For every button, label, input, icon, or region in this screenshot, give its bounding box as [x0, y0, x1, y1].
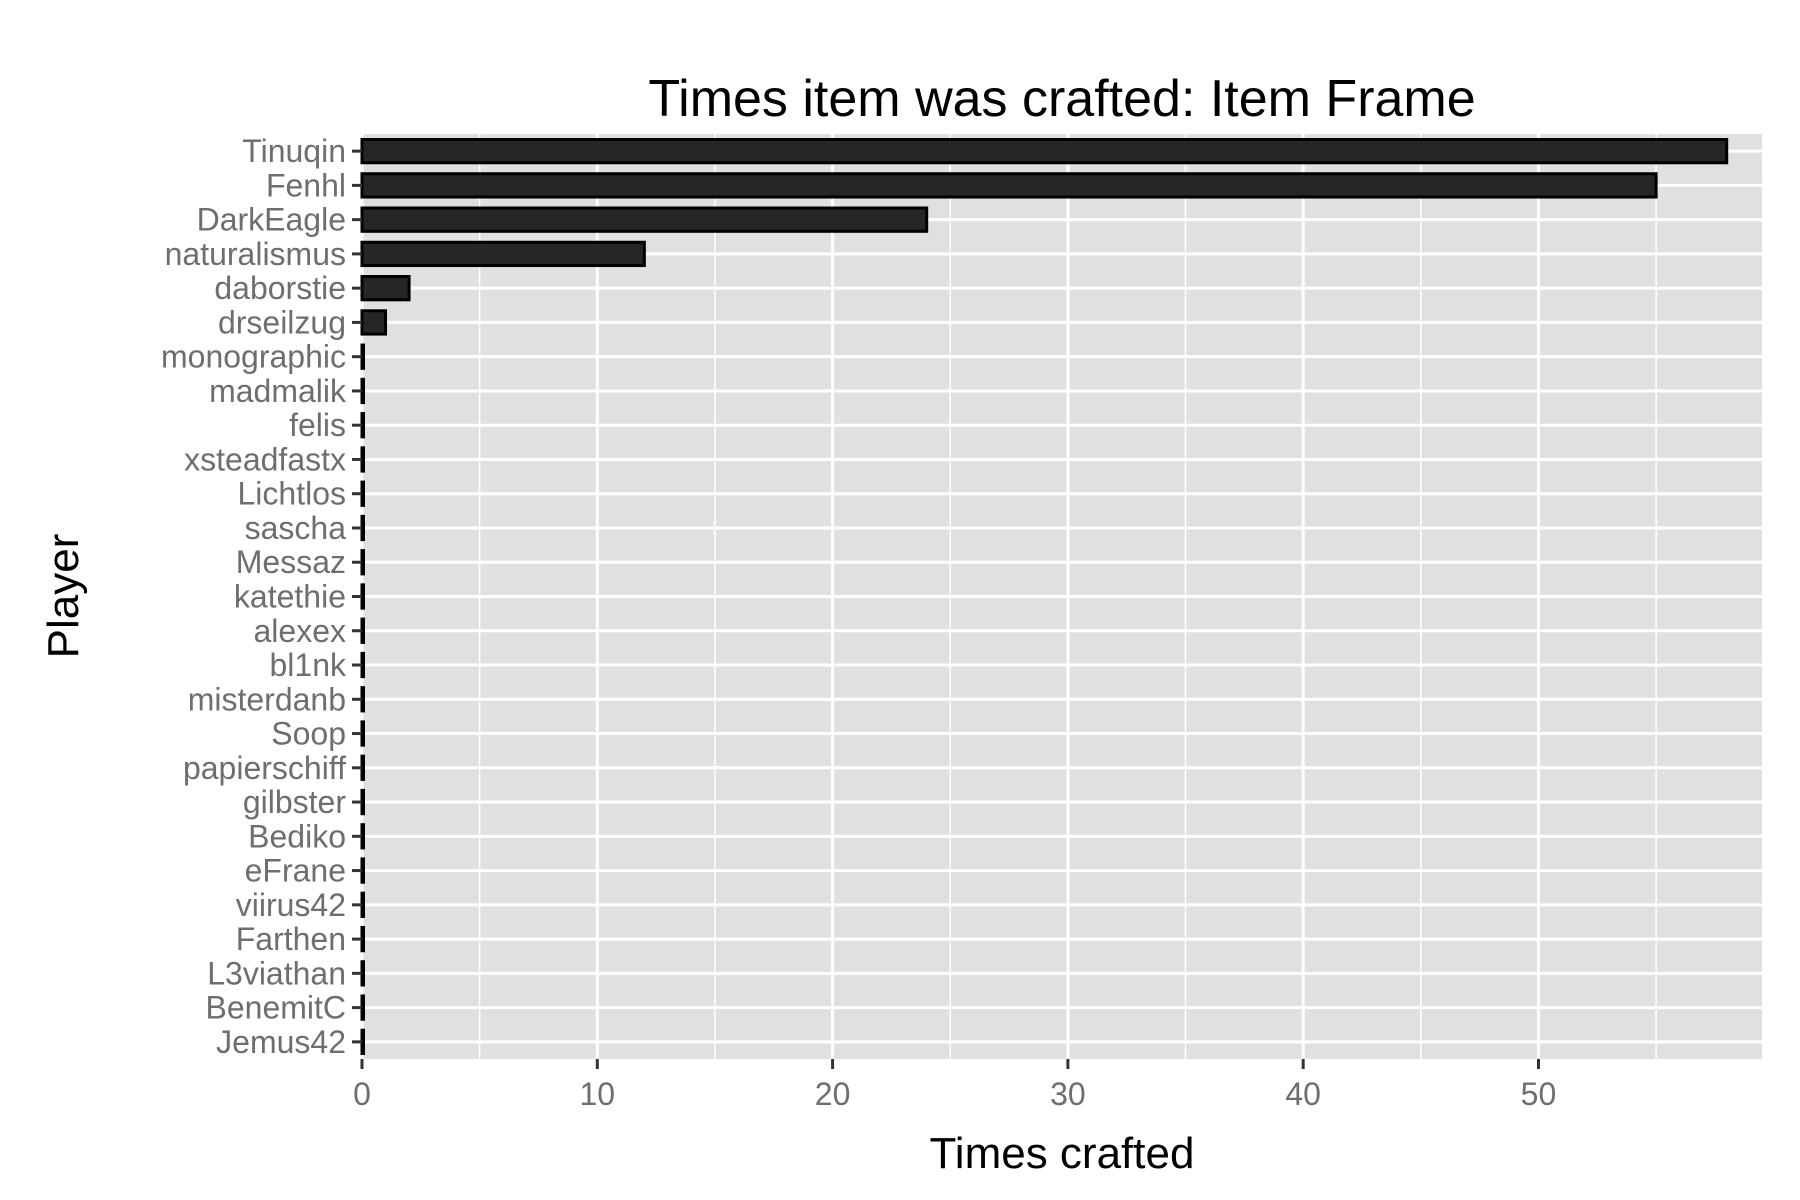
x-tick-label: 20 [815, 1076, 851, 1112]
y-tick-label: naturalismus [165, 236, 346, 272]
bar [360, 446, 365, 473]
x-tick-label: 50 [1521, 1076, 1557, 1112]
y-tick-label: misterdanb [188, 681, 346, 717]
y-tick-label: viirus42 [236, 887, 346, 923]
y-tick-label: bl1nk [270, 647, 348, 683]
bar [360, 343, 365, 370]
y-tick-label: eFrane [245, 853, 346, 889]
x-tick-label: 10 [579, 1076, 615, 1112]
x-tick-label: 0 [353, 1076, 371, 1112]
x-axis-title: Times crafted [930, 1129, 1195, 1178]
bar [360, 788, 365, 816]
bar [360, 206, 929, 233]
chart-title: Times item was crafted: Item Frame [648, 70, 1475, 128]
y-tick-label: Lichtlos [238, 476, 347, 512]
y-tick-label: Bediko [248, 818, 346, 854]
bar [360, 651, 365, 679]
bar [360, 823, 365, 850]
bar [360, 994, 365, 1021]
y-tick-label: Farthen [236, 921, 346, 957]
x-axis: 0 10 20 30 40 50 [353, 1059, 1556, 1112]
y-tick-label: sascha [245, 510, 347, 546]
bar [360, 686, 365, 713]
x-tick-label: 40 [1285, 1076, 1321, 1112]
x-tick-label: 30 [1050, 1076, 1086, 1112]
y-tick-label: papierschiff [183, 750, 346, 786]
y-tick-label: Soop [271, 716, 346, 752]
y-tick-label: drseilzug [218, 304, 346, 340]
y-tick-label: BenemitC [206, 990, 347, 1026]
bar [360, 549, 365, 576]
bar [360, 857, 365, 884]
bar [360, 583, 365, 610]
y-tick-label: Fenhl [266, 167, 346, 203]
y-tick-label: katethie [234, 579, 346, 615]
bar [360, 754, 365, 781]
bar [360, 720, 365, 747]
y-tick-label: madmalik [209, 373, 347, 409]
bar [360, 137, 1729, 165]
y-tick-label: L3viathan [207, 955, 346, 991]
bar [360, 925, 365, 953]
y-tick-label: gilbster [243, 784, 347, 820]
y-axis: TinuqinFenhlDarkEaglenaturalismusdaborst… [161, 133, 362, 1060]
y-tick-label: alexex [254, 613, 347, 649]
y-tick-label: Messaz [236, 544, 346, 580]
bar [360, 960, 365, 987]
bar [360, 377, 365, 405]
bar [360, 172, 1658, 199]
y-tick-label: monographic [161, 339, 346, 375]
y-grid-lines [362, 149, 1762, 1044]
y-tick-label: daborstie [214, 270, 346, 306]
bar [360, 617, 365, 644]
y-axis-title: Player [39, 534, 88, 659]
bar [360, 309, 388, 336]
bar [360, 240, 646, 268]
y-tick-label: Tinuqin [242, 133, 346, 169]
y-tick-label: Jemus42 [216, 1024, 346, 1060]
bar [360, 480, 365, 507]
bar [360, 1028, 365, 1056]
bar [360, 891, 365, 918]
y-tick-label: DarkEagle [197, 202, 346, 238]
y-tick-label: felis [289, 407, 346, 443]
bar [360, 275, 411, 302]
bar [360, 412, 365, 439]
bar [360, 514, 365, 542]
y-tick-label: xsteadfastx [184, 441, 346, 477]
